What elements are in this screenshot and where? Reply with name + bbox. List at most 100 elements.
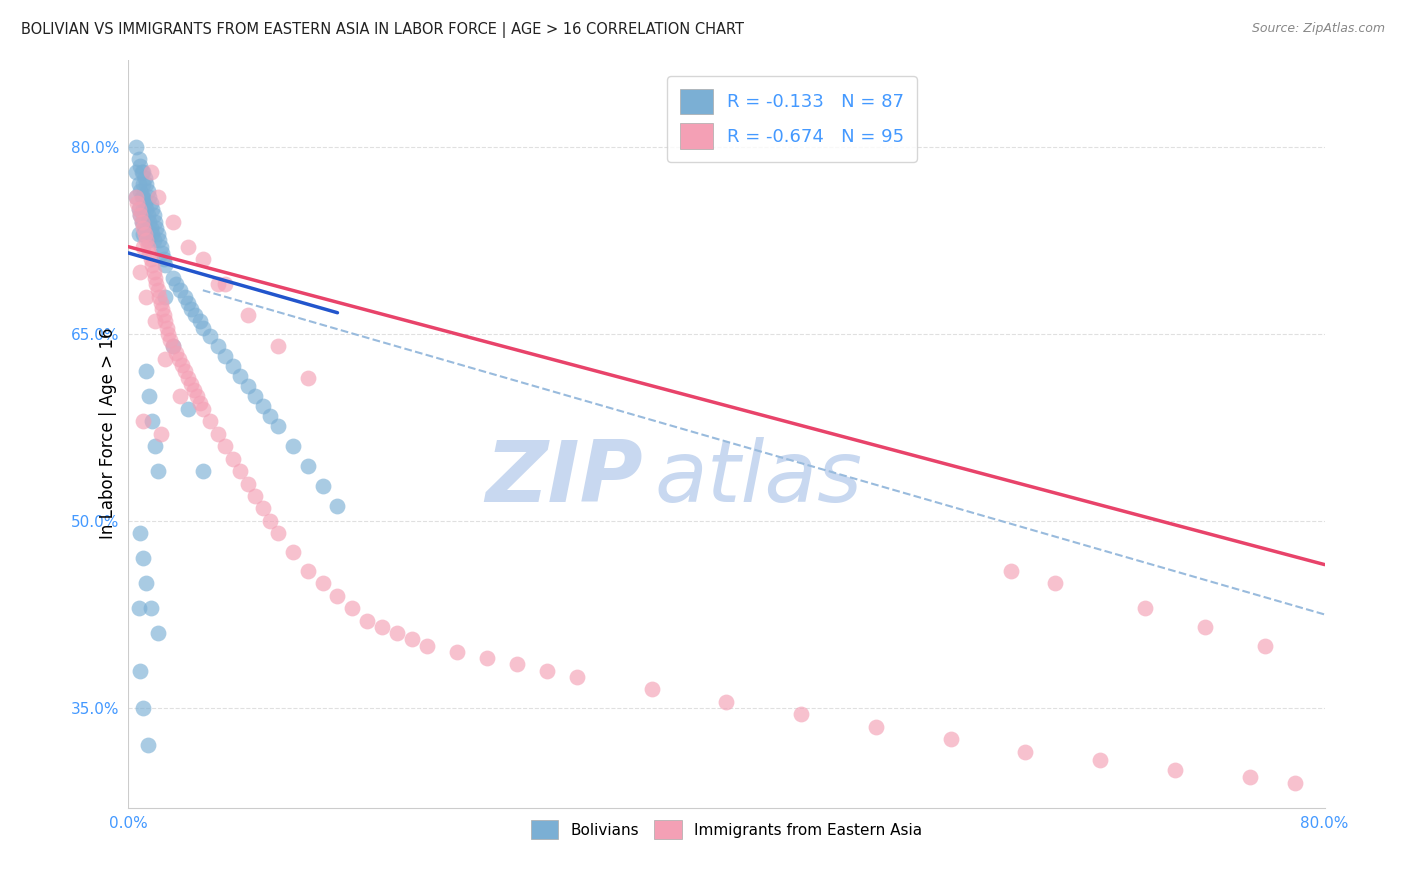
Point: [1000, 564, 1022, 578]
Point: [132, 701, 155, 715]
Point: [146, 190, 169, 204]
Point: [191, 320, 214, 334]
Point: [236, 308, 259, 322]
Point: [129, 526, 152, 541]
Point: [141, 414, 163, 428]
Point: [1194, 620, 1216, 634]
Point: [565, 670, 588, 684]
Point: [141, 202, 163, 217]
Text: Source: ZipAtlas.com: Source: ZipAtlas.com: [1251, 22, 1385, 36]
Point: [174, 289, 197, 303]
Point: [138, 190, 160, 204]
Point: [139, 601, 162, 615]
Point: [236, 476, 259, 491]
Point: [281, 439, 304, 453]
Point: [149, 239, 172, 253]
Text: atlas: atlas: [655, 437, 862, 520]
Point: [177, 401, 200, 416]
Point: [132, 551, 155, 566]
Point: [131, 190, 153, 204]
Point: [191, 252, 214, 266]
Point: [401, 632, 423, 647]
Point: [236, 379, 259, 393]
Point: [266, 339, 288, 353]
Point: [200, 329, 222, 343]
Point: [1045, 576, 1067, 591]
Point: [387, 626, 409, 640]
Point: [297, 459, 319, 474]
Point: [356, 614, 378, 628]
Text: BOLIVIAN VS IMMIGRANTS FROM EASTERN ASIA IN LABOR FORCE | AGE > 16 CORRELATION C: BOLIVIAN VS IMMIGRANTS FROM EASTERN ASIA…: [21, 22, 744, 38]
Point: [177, 295, 200, 310]
Point: [129, 209, 152, 223]
Point: [155, 351, 177, 366]
Point: [143, 270, 166, 285]
Point: [174, 364, 197, 378]
Point: [326, 499, 349, 513]
Point: [167, 351, 190, 366]
Point: [281, 545, 304, 559]
Point: [153, 308, 176, 322]
Point: [259, 409, 281, 424]
Point: [155, 289, 177, 303]
Point: [146, 227, 169, 242]
Point: [536, 664, 558, 678]
Point: [134, 221, 156, 235]
Point: [132, 221, 155, 235]
Point: [416, 639, 439, 653]
Point: [145, 221, 167, 235]
Point: [134, 171, 156, 186]
Point: [138, 389, 160, 403]
Point: [129, 264, 152, 278]
Point: [1014, 745, 1036, 759]
Point: [135, 576, 157, 591]
Point: [177, 370, 200, 384]
Point: [157, 326, 180, 341]
Point: [162, 339, 184, 353]
Point: [207, 277, 229, 291]
Point: [131, 215, 153, 229]
Point: [128, 178, 150, 192]
Point: [128, 601, 150, 615]
Point: [311, 479, 333, 493]
Point: [136, 739, 159, 753]
Point: [135, 234, 157, 248]
Point: [245, 389, 267, 403]
Point: [155, 258, 177, 272]
Point: [148, 289, 170, 303]
Point: [716, 695, 738, 709]
Point: [222, 451, 245, 466]
Point: [148, 234, 170, 248]
Point: [297, 370, 319, 384]
Point: [155, 314, 177, 328]
Point: [132, 227, 155, 242]
Point: [132, 190, 155, 204]
Point: [132, 414, 155, 428]
Point: [129, 664, 152, 678]
Point: [183, 383, 205, 397]
Point: [146, 626, 169, 640]
Point: [165, 345, 187, 359]
Point: [136, 209, 159, 223]
Point: [1164, 764, 1187, 778]
Point: [177, 239, 200, 253]
Point: [252, 501, 274, 516]
Point: [128, 153, 150, 167]
Point: [132, 178, 155, 192]
Point: [259, 514, 281, 528]
Point: [139, 165, 162, 179]
Point: [186, 389, 208, 403]
Point: [136, 239, 159, 253]
Point: [135, 364, 157, 378]
Point: [252, 399, 274, 413]
Point: [245, 489, 267, 503]
Point: [139, 221, 162, 235]
Point: [141, 258, 163, 272]
Point: [124, 190, 146, 204]
Point: [143, 314, 166, 328]
Point: [134, 227, 156, 242]
Point: [136, 234, 159, 248]
Point: [188, 395, 211, 409]
Point: [790, 707, 813, 722]
Point: [146, 464, 169, 478]
